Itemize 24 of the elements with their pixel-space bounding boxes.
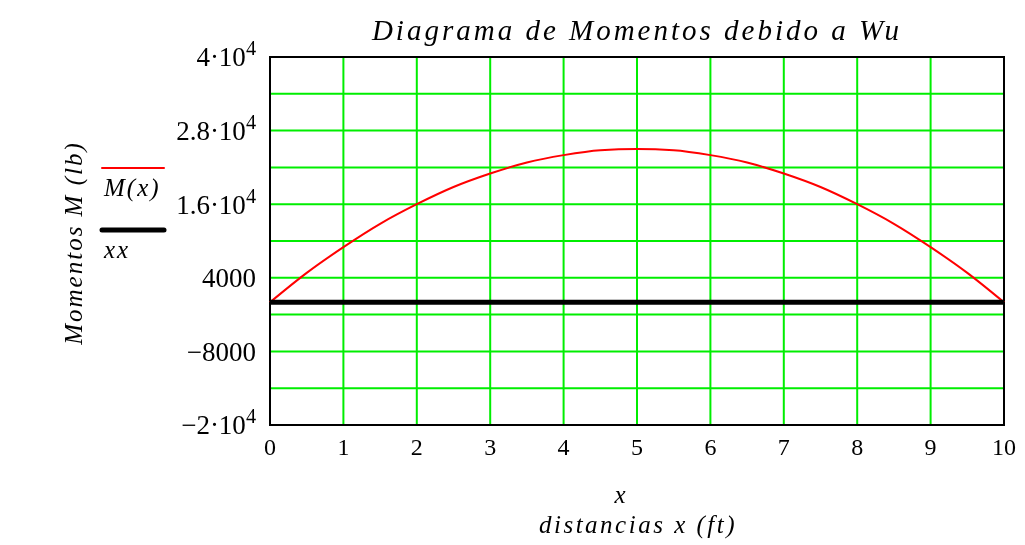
x-tick-label: 3 bbox=[484, 434, 497, 460]
y-tick-label: 1.6·10$^{4}$ bbox=[176, 184, 256, 220]
legend-label: xx bbox=[103, 236, 131, 263]
x-tick-label: 4 bbox=[557, 434, 570, 460]
x-tick-label: 7 bbox=[777, 434, 790, 460]
text: x bbox=[613, 481, 626, 508]
x-tick-label: 9 bbox=[924, 434, 937, 460]
y-tick-label: 4·10$^{4}$ bbox=[196, 37, 256, 73]
chart-title: Diagrama de Momentos debido a Wu bbox=[370, 14, 903, 46]
y-axis-title: Momentos M (lb) bbox=[60, 141, 88, 346]
x-tick-label: 10 bbox=[992, 434, 1016, 460]
line-series bbox=[269, 148, 1005, 304]
x-tick-label: 6 bbox=[704, 434, 717, 460]
x-tick-label: 8 bbox=[851, 434, 864, 460]
x-tick-label: 0 bbox=[264, 434, 276, 460]
y-tick-label: 2.8·10$^{4}$ bbox=[176, 111, 256, 147]
x-tick-label: 2 bbox=[410, 434, 423, 460]
x-axis-title: distancias x (ft) bbox=[538, 511, 738, 539]
legend-label: M(x) bbox=[103, 174, 161, 202]
x-tick-label: 1 bbox=[337, 434, 350, 460]
y-tick-label: −2·10$^{4}$ bbox=[181, 405, 256, 441]
y-tick-label: −8000 bbox=[186, 336, 256, 367]
x-tick-label: 5 bbox=[631, 434, 643, 460]
y-tick-label: 4000 bbox=[202, 263, 256, 294]
